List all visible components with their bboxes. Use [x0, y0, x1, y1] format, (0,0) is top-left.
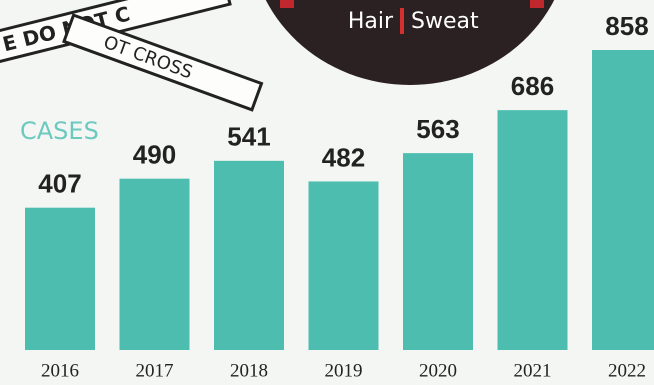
- value-label: 541: [227, 122, 270, 152]
- value-label: 407: [38, 169, 81, 199]
- value-label: 482: [322, 142, 365, 172]
- value-label: 686: [511, 71, 554, 101]
- header-divider: [400, 8, 404, 34]
- x-tick-label: 2020: [419, 360, 457, 381]
- bar: [497, 110, 568, 350]
- x-tick-label: 2017: [136, 360, 174, 381]
- header-circle: [265, 0, 555, 85]
- x-tick-label: 2018: [230, 360, 268, 381]
- header-accent: [280, 0, 294, 8]
- x-tick-label: 2021: [514, 360, 552, 381]
- bar: [25, 207, 95, 350]
- bar: [214, 160, 284, 350]
- header-text: Hair: [348, 9, 394, 34]
- axis-label: CASES: [20, 117, 99, 145]
- value-label: 563: [416, 114, 459, 144]
- value-label: 490: [133, 140, 176, 170]
- tape: [62, 13, 264, 112]
- header-accent: [530, 0, 544, 8]
- x-tick-label: 2016: [41, 360, 79, 381]
- x-tick-label: 2022: [608, 360, 646, 381]
- bar: [119, 178, 190, 350]
- value-label: 858: [605, 11, 648, 41]
- bar: [592, 50, 654, 350]
- bar: [403, 153, 473, 350]
- header-text: Sweat: [411, 9, 479, 34]
- x-tick-label: 2019: [325, 360, 363, 381]
- bar: [308, 181, 379, 350]
